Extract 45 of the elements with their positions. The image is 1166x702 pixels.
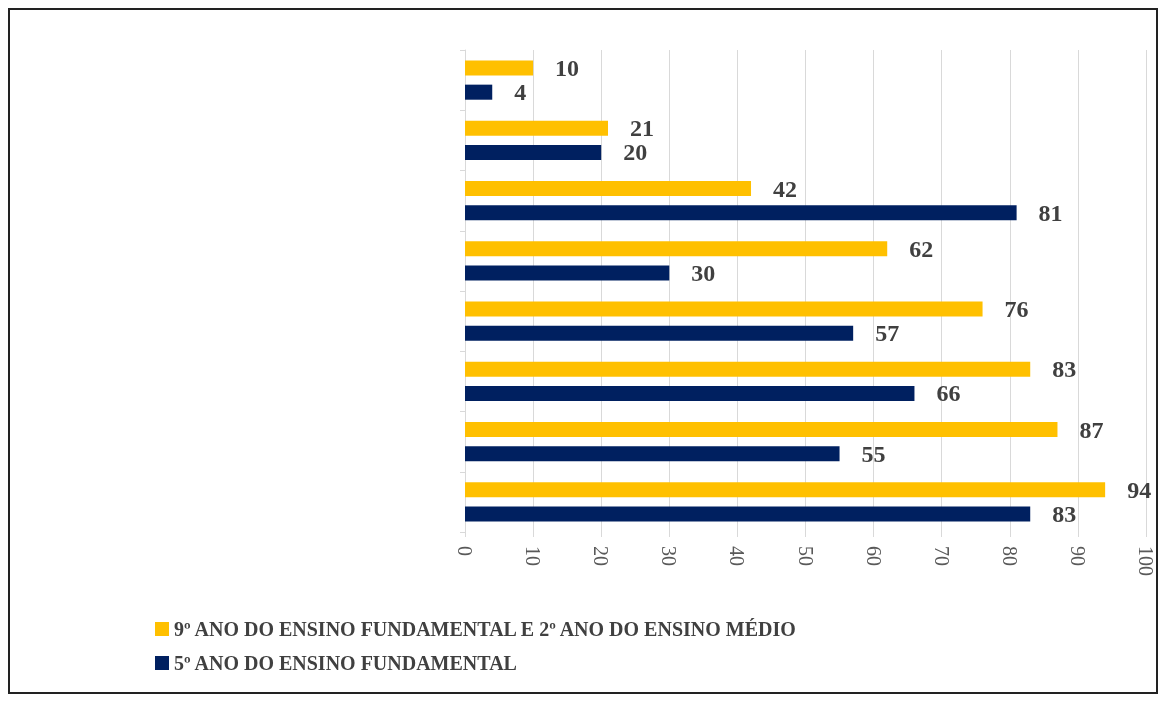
bar: [465, 385, 915, 401]
data-label: 83: [1052, 500, 1077, 527]
bar: [465, 205, 1017, 221]
data-label: 55: [861, 440, 886, 467]
data-label: 87: [1079, 416, 1104, 443]
data-label: 20: [623, 139, 648, 166]
data-label: 10: [555, 55, 580, 82]
legend-label: 9º ANO DO ENSINO FUNDAMENTAL E 2º ANO DO ENSINO MÉDIO: [174, 618, 796, 640]
bar: [465, 120, 609, 136]
bar: [465, 446, 840, 462]
data-label: 42: [773, 175, 798, 202]
data-label: 4: [514, 79, 527, 106]
data-label: 62: [909, 235, 934, 262]
x-tick-label: 0: [454, 546, 476, 556]
legend-label: 5º ANO DO ENSINO FUNDAMENTAL: [174, 652, 517, 674]
x-tick-label: 60: [862, 546, 885, 566]
data-label: 66: [936, 380, 961, 407]
bar: [465, 84, 493, 100]
bar: [465, 361, 1031, 377]
data-label: 94: [1127, 476, 1152, 503]
bar: [465, 265, 670, 281]
data-label: 30: [691, 259, 716, 286]
x-tick-label: 40: [726, 546, 749, 566]
x-tick-label: 10: [522, 546, 545, 566]
bar: [465, 241, 888, 257]
bar: [465, 325, 854, 341]
x-tick-label: 20: [590, 546, 613, 566]
data-label: 76: [1004, 296, 1029, 323]
x-tick-label: 90: [1066, 546, 1089, 566]
bar: [465, 181, 752, 197]
x-tick-label: 70: [930, 546, 953, 566]
bar: [465, 60, 534, 76]
bar: [465, 482, 1106, 498]
x-tick-label: 30: [658, 546, 681, 566]
data-label: 57: [875, 320, 900, 347]
data-label: 83: [1052, 356, 1077, 383]
data-label: 21: [630, 115, 655, 142]
x-tick-label: 80: [998, 546, 1021, 566]
bar: [465, 144, 602, 160]
bar: [465, 422, 1058, 438]
x-tick-label: 100: [1135, 546, 1157, 576]
x-tick-label: 50: [794, 546, 817, 566]
data-label: 81: [1038, 199, 1063, 226]
bar: [465, 506, 1031, 522]
bar: [465, 301, 983, 317]
